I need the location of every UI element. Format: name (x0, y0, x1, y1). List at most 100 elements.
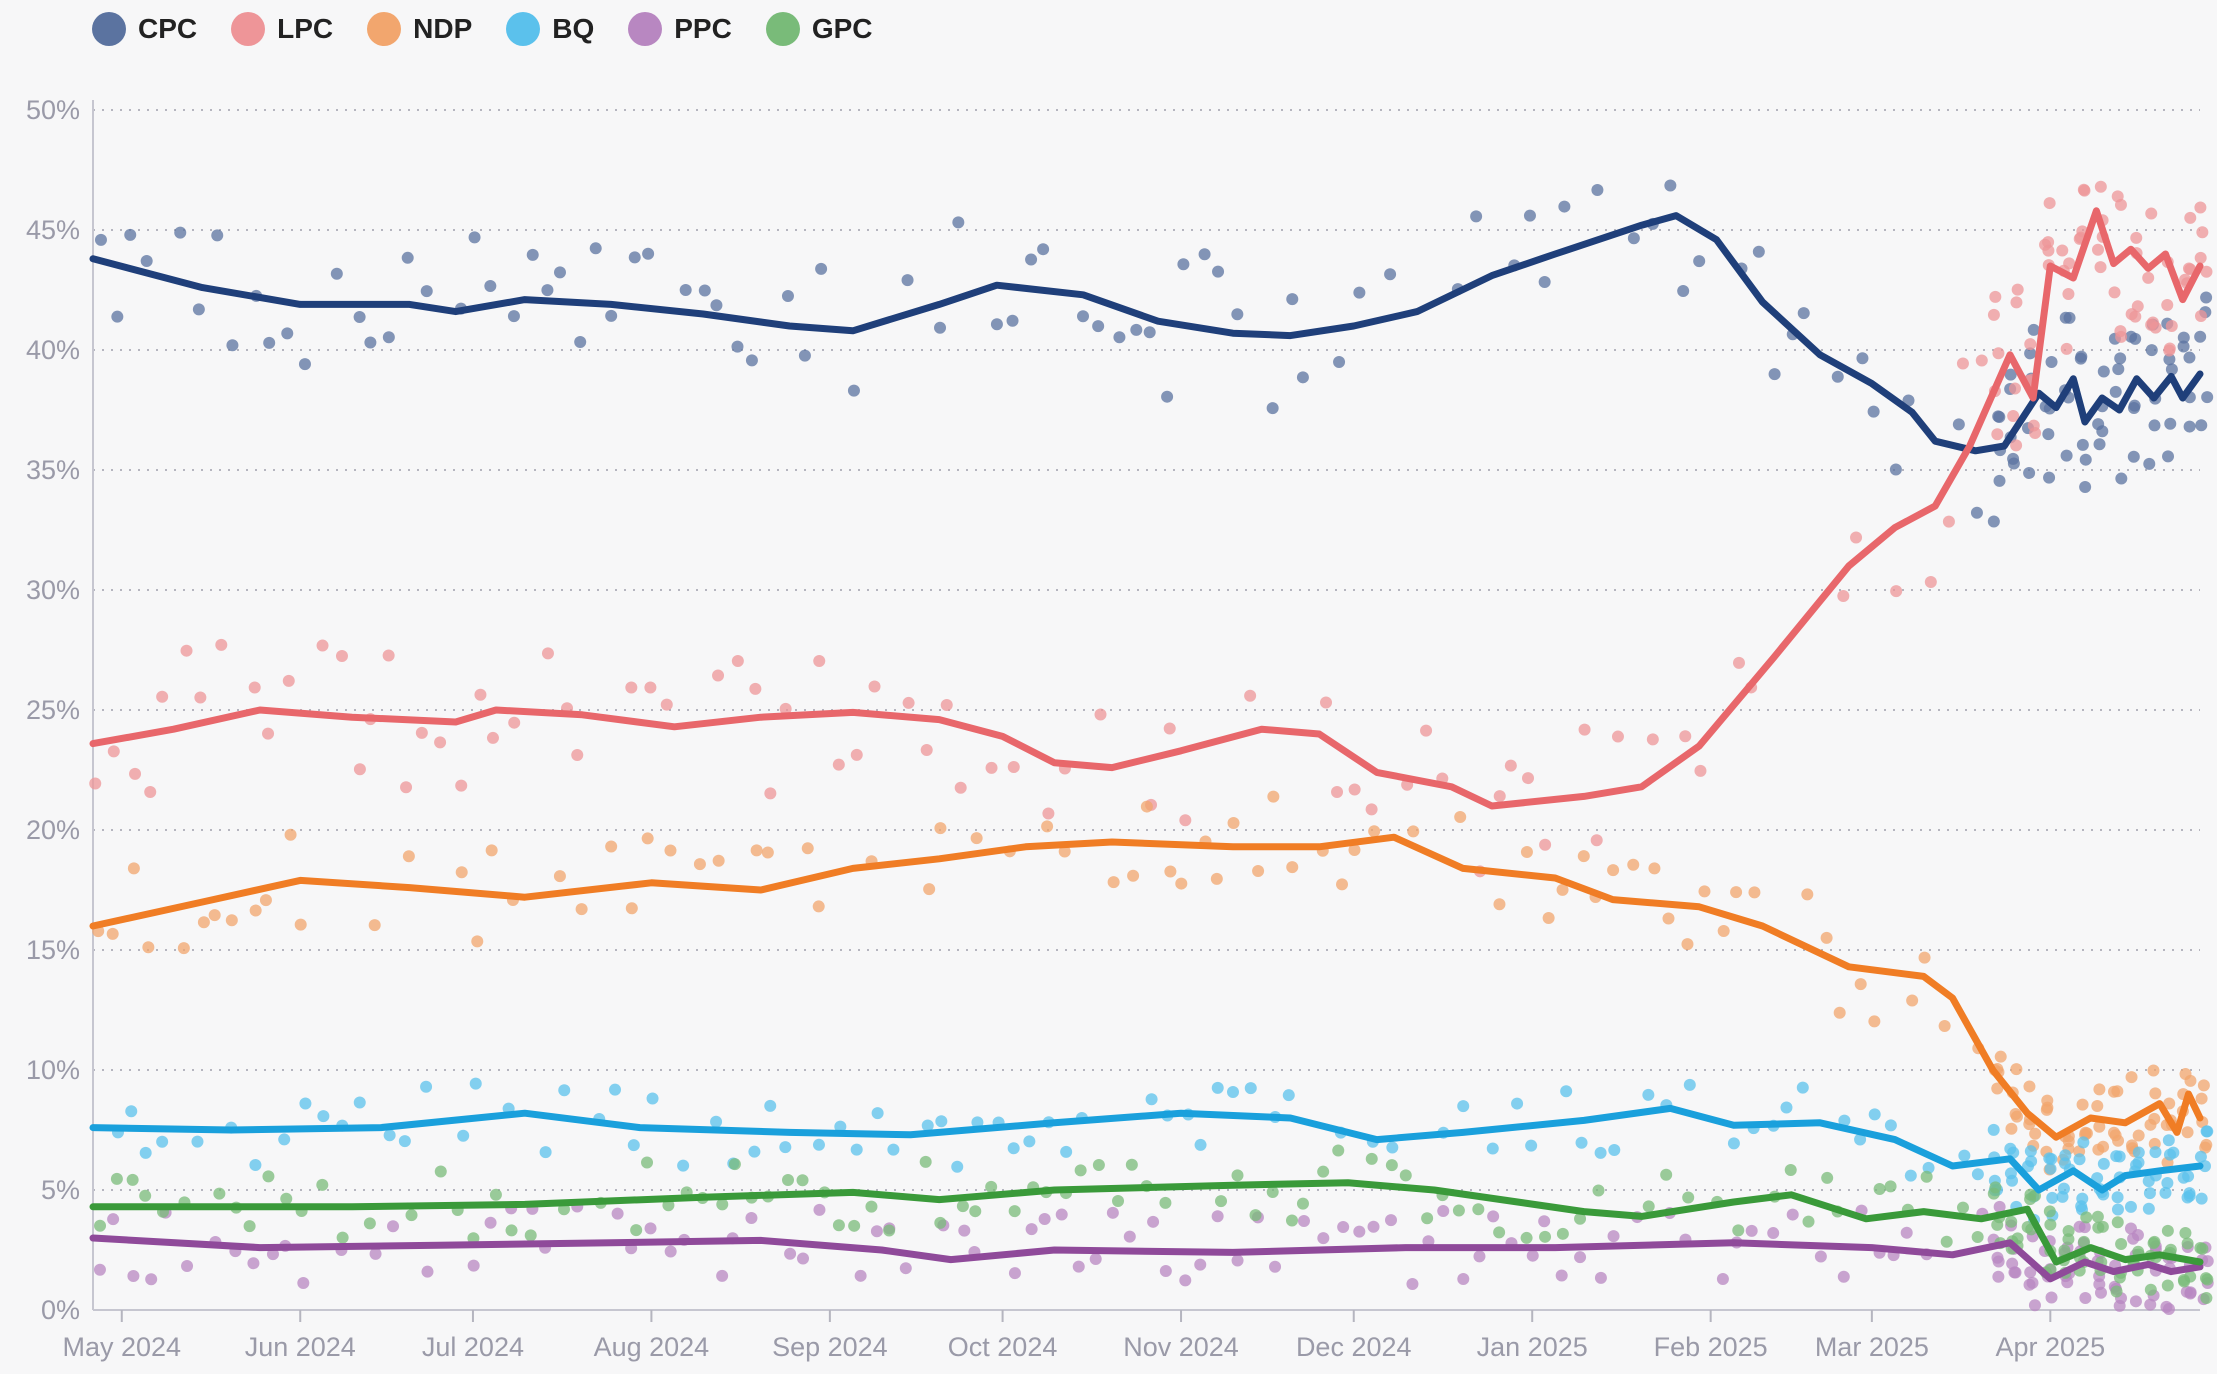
poll-dot (2111, 1216, 2124, 1229)
poll-dot (434, 1165, 447, 1178)
poll-dot (2182, 262, 2195, 275)
poll-dot (2062, 1233, 2075, 1246)
legend-item-gpc[interactable]: GPC (765, 12, 873, 46)
poll-dot (2132, 1146, 2145, 1159)
x-tick-label: Jan 2025 (1477, 1332, 1588, 1362)
poll-dot (1194, 1258, 1207, 1271)
poll-dot (1006, 314, 1019, 327)
legend-item-cpc[interactable]: CPC (92, 12, 197, 46)
poll-dot (1454, 811, 1467, 824)
poll-dot (181, 1259, 194, 1272)
poll-dot (2124, 1222, 2137, 1235)
poll-dot (468, 231, 481, 244)
poll-dot (1317, 1232, 1330, 1245)
poll-dot (1226, 1086, 1239, 1099)
poll-dot (94, 233, 107, 246)
poll-dot (865, 1200, 878, 1213)
poll-dot (353, 310, 366, 323)
poll-dot (1177, 258, 1190, 271)
poll-dot (2124, 1200, 2137, 1213)
legend-swatch-cpc (92, 12, 126, 46)
poll-dot (1227, 817, 1240, 830)
y-tick-label: 5% (41, 1175, 80, 1205)
poll-dot (954, 781, 967, 794)
poll-dot (2142, 271, 2155, 284)
poll-dot (156, 1135, 169, 1148)
poll-dot (1457, 1100, 1470, 1113)
poll-dot (1023, 1135, 1036, 1148)
poll-dot (1164, 865, 1177, 878)
poll-dot (1542, 911, 1555, 924)
poll-dot (139, 1146, 152, 1159)
poll-dot (553, 870, 566, 883)
poll-dot (2042, 236, 2055, 249)
poll-dot (197, 916, 210, 929)
poll-dot (748, 1145, 761, 1158)
poll-dot (2146, 316, 2159, 329)
poll-dot (2144, 1118, 2157, 1131)
poll-dot (868, 680, 881, 693)
poll-dot (2046, 1191, 2059, 1204)
poll-dot (2043, 1205, 2056, 1218)
poll-dot (2010, 439, 2023, 452)
poll-dot (383, 1129, 396, 1142)
poll-dot (400, 781, 413, 794)
poll-dot (2058, 1157, 2071, 1170)
poll-dot (2007, 409, 2020, 422)
poll-dot (1538, 276, 1551, 289)
poll-dot (985, 1180, 998, 1193)
poll-dot (1089, 1252, 1102, 1265)
poll-dot (2005, 1122, 2018, 1135)
legend-label-ndp: NDP (413, 13, 473, 44)
poll-dot (1821, 1171, 1834, 1184)
legend-item-bq[interactable]: BQ (506, 12, 594, 46)
poll-dot (646, 1092, 659, 1105)
poll-dot (1367, 1220, 1380, 1233)
poll-dot (180, 644, 193, 657)
poll-dot (1590, 834, 1603, 847)
poll-dot (249, 1159, 262, 1172)
poll-dot (2115, 1238, 2128, 1251)
poll-dot (813, 654, 826, 667)
poll-dot (2200, 265, 2213, 278)
legend-item-ndp[interactable]: NDP (367, 12, 472, 46)
x-tick-label: Dec 2024 (1296, 1332, 1412, 1362)
poll-dot (1332, 1144, 1345, 1157)
tick-labels: 0% 5% 10% 15% 20% 25% 30% 35% 40% 45% 50% May 2024 J… (26, 95, 2105, 1362)
poll-dot (574, 336, 587, 349)
poll-dot (1038, 1212, 1051, 1225)
poll-dot (2024, 1266, 2037, 1279)
poll-dot (2094, 180, 2107, 193)
poll-dot (2111, 1085, 2124, 1098)
legend-item-ppc[interactable]: PPC (628, 12, 732, 46)
poll-dot (1801, 888, 1814, 901)
poll-dot (1140, 800, 1153, 813)
poll-dot (1249, 1209, 1262, 1222)
poll-dot (2077, 1235, 2090, 1248)
poll-dot (2008, 382, 2021, 395)
poll-dot (330, 267, 343, 280)
poll-dot (1421, 1212, 1434, 1225)
poll-dot (750, 844, 763, 857)
poll-dot (1526, 1249, 1539, 1262)
poll-dot (1092, 320, 1105, 333)
poll-dot (2080, 1211, 2093, 1224)
poll-dot (813, 1203, 826, 1216)
poll-dot (541, 284, 554, 297)
poll-dot (923, 883, 936, 896)
poll-dot (2125, 308, 2138, 321)
poll-dot (1215, 1195, 1228, 1208)
poll-dot (1297, 1215, 1310, 1228)
poll-dot (508, 716, 521, 729)
poll-dot (2079, 1291, 2092, 1304)
poll-dot (1574, 1212, 1587, 1225)
poll-dot (764, 787, 777, 800)
poll-dot (1556, 1227, 1569, 1240)
legend-swatch-ndp (367, 12, 402, 46)
legend-item-lpc[interactable]: LPC (231, 12, 333, 46)
poll-dot (455, 779, 468, 792)
poll-dot (1365, 1152, 1378, 1165)
poll-dot (1384, 1214, 1397, 1227)
poll-dot (1989, 290, 2002, 303)
poll-dot (625, 681, 638, 694)
